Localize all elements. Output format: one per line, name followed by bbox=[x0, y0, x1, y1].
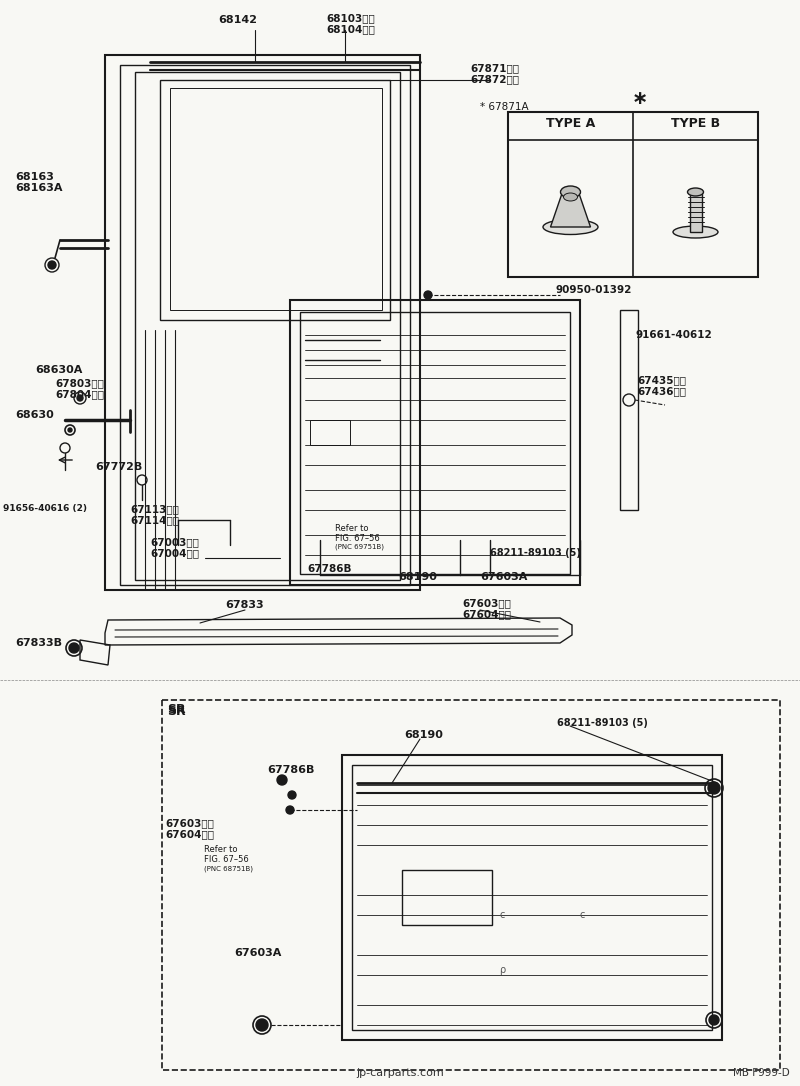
Text: 67436ウン: 67436ウン bbox=[637, 386, 686, 396]
Text: 67003アン: 67003アン bbox=[150, 536, 199, 547]
Text: 68103アン: 68103アン bbox=[326, 13, 374, 23]
Text: 68211-89103 (5): 68211-89103 (5) bbox=[557, 718, 648, 728]
Text: 67786B: 67786B bbox=[307, 564, 351, 574]
Text: c: c bbox=[499, 910, 505, 920]
Circle shape bbox=[424, 291, 432, 299]
Text: 67604ウン: 67604ウン bbox=[165, 829, 214, 839]
Text: 68190: 68190 bbox=[398, 572, 437, 582]
Text: 67804ウン: 67804ウン bbox=[55, 389, 104, 399]
Text: FIG. 67–56: FIG. 67–56 bbox=[204, 855, 249, 864]
Text: 68190: 68190 bbox=[404, 730, 443, 740]
Bar bbox=[162, 700, 780, 1070]
Text: SR: SR bbox=[167, 705, 186, 718]
Text: 68104ウン: 68104ウン bbox=[326, 24, 375, 34]
Text: SR: SR bbox=[167, 703, 186, 716]
Text: 67004ウン: 67004ウン bbox=[150, 548, 199, 558]
Circle shape bbox=[256, 1019, 268, 1031]
Text: jp-carparts.com: jp-carparts.com bbox=[356, 1068, 444, 1078]
Bar bbox=[402, 870, 492, 925]
Text: 67113アン: 67113アン bbox=[130, 504, 179, 514]
Circle shape bbox=[709, 1015, 719, 1025]
Text: 67772B: 67772B bbox=[95, 462, 142, 472]
Text: TYPE A: TYPE A bbox=[546, 117, 595, 130]
Bar bbox=[690, 192, 702, 232]
Circle shape bbox=[77, 395, 83, 401]
Bar bbox=[352, 765, 712, 1030]
Text: 68630A: 68630A bbox=[35, 365, 82, 375]
Text: 67604ウン: 67604ウン bbox=[462, 609, 511, 619]
Text: (PNC 68751B): (PNC 68751B) bbox=[204, 866, 253, 871]
Text: MB F999-D: MB F999-D bbox=[734, 1068, 790, 1078]
Circle shape bbox=[277, 775, 287, 785]
Text: 67871アン: 67871アン bbox=[470, 63, 519, 73]
Text: 67833: 67833 bbox=[225, 599, 264, 610]
Circle shape bbox=[69, 643, 79, 653]
Bar bbox=[620, 310, 638, 510]
Text: 91661-40612: 91661-40612 bbox=[635, 330, 712, 340]
Circle shape bbox=[708, 782, 720, 794]
Text: 68142: 68142 bbox=[218, 15, 257, 25]
Text: 68211-89103 (5): 68211-89103 (5) bbox=[490, 548, 581, 558]
Text: 90950-01392: 90950-01392 bbox=[555, 285, 631, 295]
Bar bbox=[300, 312, 570, 574]
Polygon shape bbox=[550, 192, 590, 227]
Text: ρ: ρ bbox=[499, 965, 505, 975]
Text: 67603A: 67603A bbox=[234, 948, 282, 958]
Circle shape bbox=[286, 806, 294, 814]
Text: 67786B: 67786B bbox=[267, 765, 314, 775]
Circle shape bbox=[68, 428, 72, 432]
Bar bbox=[290, 300, 580, 585]
Text: 67603アン: 67603アン bbox=[462, 598, 511, 608]
Text: (PNC 69751B): (PNC 69751B) bbox=[335, 544, 384, 551]
Text: TYPE B: TYPE B bbox=[671, 117, 720, 130]
Text: 68163A: 68163A bbox=[15, 184, 62, 193]
Text: 67872ウン: 67872ウン bbox=[470, 74, 519, 84]
Ellipse shape bbox=[687, 188, 703, 195]
Circle shape bbox=[288, 791, 296, 799]
Ellipse shape bbox=[563, 193, 578, 201]
Bar bbox=[342, 755, 722, 1040]
Text: 67803アン: 67803アン bbox=[55, 378, 104, 388]
Bar bbox=[310, 420, 350, 445]
Text: 91656-40616 (2): 91656-40616 (2) bbox=[3, 504, 87, 513]
Text: ∗: ∗ bbox=[632, 88, 648, 108]
Ellipse shape bbox=[543, 219, 598, 235]
Ellipse shape bbox=[673, 226, 718, 238]
Text: 67603アン: 67603アン bbox=[165, 818, 214, 828]
Text: 68630: 68630 bbox=[15, 411, 54, 420]
Text: 67833B: 67833B bbox=[15, 637, 62, 648]
Text: Refer to: Refer to bbox=[335, 525, 369, 533]
Text: c: c bbox=[579, 910, 585, 920]
Text: FIG. 67–56: FIG. 67–56 bbox=[335, 534, 380, 543]
Text: Refer to: Refer to bbox=[204, 845, 238, 854]
Ellipse shape bbox=[561, 186, 581, 198]
Text: 67435アン: 67435アン bbox=[637, 375, 686, 386]
Circle shape bbox=[48, 261, 56, 269]
Text: 68163: 68163 bbox=[15, 172, 54, 182]
Bar bbox=[508, 112, 758, 277]
Text: * 67871A: * 67871A bbox=[480, 102, 529, 112]
Text: 67603A: 67603A bbox=[480, 572, 527, 582]
Text: 67114ウン: 67114ウン bbox=[130, 515, 179, 525]
